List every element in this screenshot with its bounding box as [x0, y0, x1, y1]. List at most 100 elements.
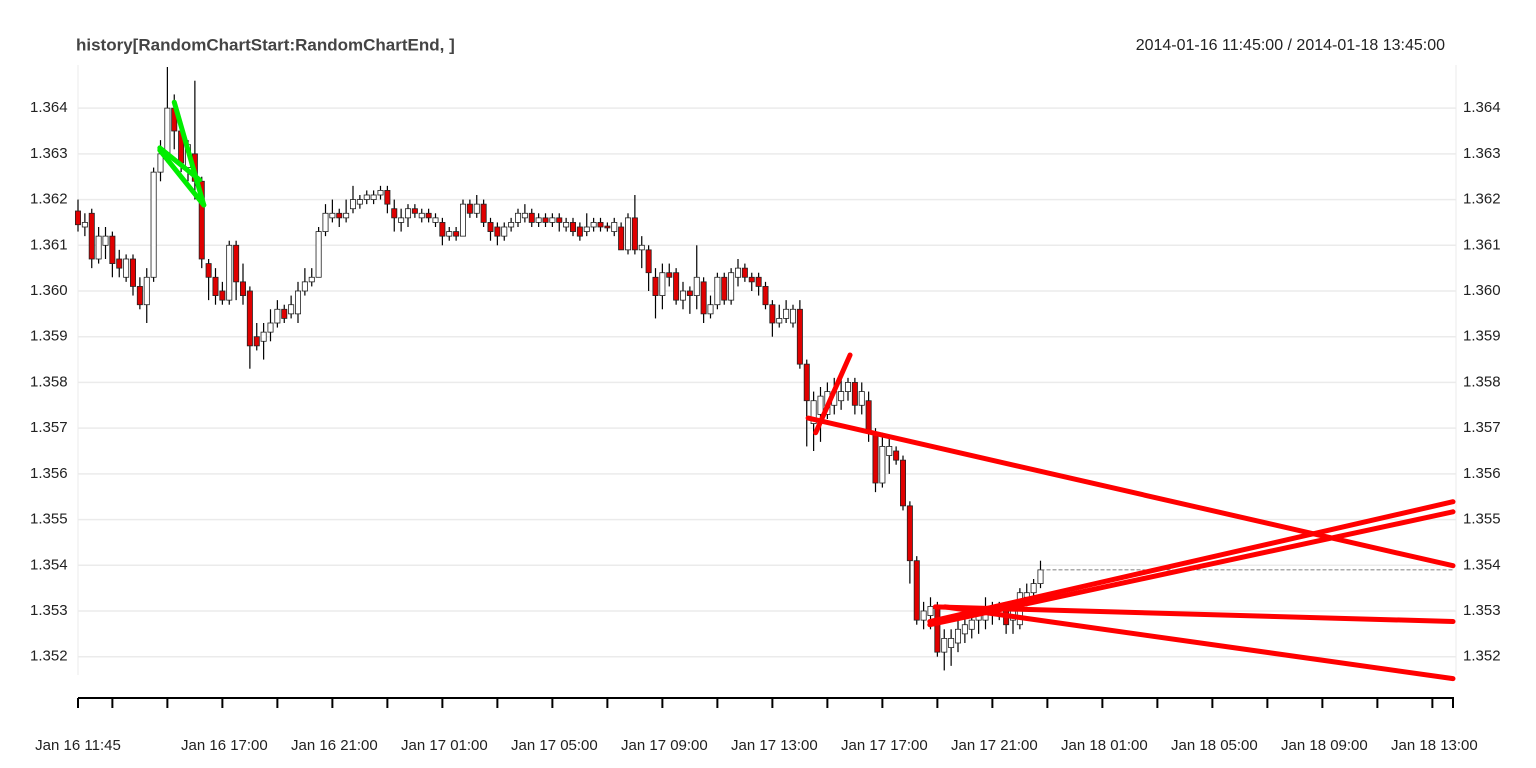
candle-body [418, 212, 425, 219]
candle-body [535, 217, 542, 223]
y-tick-label: 1.358 [30, 373, 68, 390]
candle-body [143, 276, 150, 306]
candle-body [349, 199, 356, 210]
y-tick-label-right: 1.356 [1463, 465, 1501, 482]
candle-body [459, 203, 466, 237]
candle-body [955, 628, 962, 644]
candle-body [226, 244, 233, 301]
x-tick-label: Jan 17 01:00 [401, 737, 488, 754]
candle-body [934, 606, 941, 653]
candle-body [913, 560, 920, 621]
y-tick-label: 1.352 [30, 648, 68, 665]
candle-body [288, 304, 295, 315]
candle-body [212, 276, 219, 296]
x-tick-label: Jan 17 05:00 [511, 737, 598, 754]
candle-body [638, 244, 645, 251]
candle-body [88, 212, 95, 260]
y-tick-label-right: 1.355 [1463, 511, 1501, 528]
candle-body [164, 107, 171, 155]
overlay-line [805, 415, 1456, 569]
candle-body [384, 190, 391, 205]
x-tick-label: Jan 17 21:00 [951, 737, 1038, 754]
y-tick-label: 1.362 [30, 191, 68, 208]
candle-body [308, 276, 315, 283]
candle-body [116, 258, 123, 269]
candle-body [879, 446, 886, 484]
overlay-line [157, 145, 203, 183]
candle-body [109, 235, 116, 264]
candle-body [315, 231, 322, 278]
candle-body [398, 217, 405, 223]
candle-body [714, 276, 721, 306]
x-tick-label: Jan 16 21:00 [291, 737, 378, 754]
candle-body [776, 318, 783, 324]
candle-body [81, 222, 88, 228]
candle-body [515, 212, 522, 223]
candle-body [563, 222, 570, 228]
candle-body [233, 244, 240, 283]
candle-body [102, 235, 109, 246]
candle-body [363, 194, 370, 200]
candle-body [741, 267, 748, 278]
candle-body [659, 272, 666, 296]
y-tick-label: 1.354 [30, 556, 68, 573]
y-tick-label-right: 1.357 [1463, 419, 1501, 436]
y-tick-label: 1.364 [30, 99, 68, 116]
y-tick-label-right: 1.358 [1463, 373, 1501, 390]
candle-body [1030, 583, 1037, 594]
candle-body [769, 304, 776, 324]
candle-body [583, 226, 590, 232]
candle-body [666, 272, 673, 278]
candle-body [377, 190, 384, 196]
candle-body [893, 450, 900, 461]
y-tick-label-right: 1.359 [1463, 328, 1501, 345]
candle-body [521, 212, 528, 219]
candle-body [123, 258, 130, 278]
candle-body [851, 382, 858, 406]
candle-body [817, 395, 824, 415]
y-tick-label-right: 1.353 [1463, 602, 1501, 619]
y-tick-label: 1.363 [30, 145, 68, 162]
candle-body [411, 208, 418, 214]
candle-body [845, 382, 852, 392]
candle-body [872, 432, 879, 484]
candle-body [439, 222, 446, 237]
candle-body [590, 222, 597, 228]
candle-body [281, 308, 288, 319]
candle-body [597, 222, 604, 228]
candle-body [542, 217, 549, 223]
candle-body [604, 225, 611, 229]
y-tick-label-right: 1.361 [1463, 236, 1501, 253]
candle-body [370, 194, 377, 200]
candle-body [611, 222, 618, 232]
candle-body [487, 222, 494, 232]
candle-body [501, 226, 508, 237]
candle-body [618, 226, 625, 251]
candle-body [528, 212, 535, 223]
candle-body [150, 171, 157, 278]
candle-body [948, 638, 955, 648]
x-tick-label: Jan 17 13:00 [731, 737, 818, 754]
candle-body [673, 272, 680, 301]
candle-body [920, 610, 927, 621]
y-tick-label: 1.356 [30, 465, 68, 482]
candle-body [425, 212, 432, 219]
candle-body [961, 624, 968, 635]
x-tick-label: Jan 18 05:00 [1171, 737, 1258, 754]
y-tick-label: 1.355 [30, 511, 68, 528]
candle-body [755, 276, 762, 287]
candle-body [796, 308, 803, 365]
candle-body [129, 258, 136, 287]
candle-body [246, 290, 253, 347]
candle-body [329, 212, 336, 219]
y-tick-label: 1.359 [30, 328, 68, 345]
y-tick-label-right: 1.352 [1463, 648, 1501, 665]
overlay-line [157, 147, 207, 208]
candle-body [205, 263, 212, 278]
candle-body [783, 308, 790, 319]
y-tick-label: 1.353 [30, 602, 68, 619]
chart-title: history[RandomChartStart:RandomChartEnd,… [76, 35, 455, 54]
candle-body [700, 281, 707, 315]
x-tick-label: Jan 16 11:45 [35, 737, 121, 754]
candle-body [790, 308, 797, 324]
